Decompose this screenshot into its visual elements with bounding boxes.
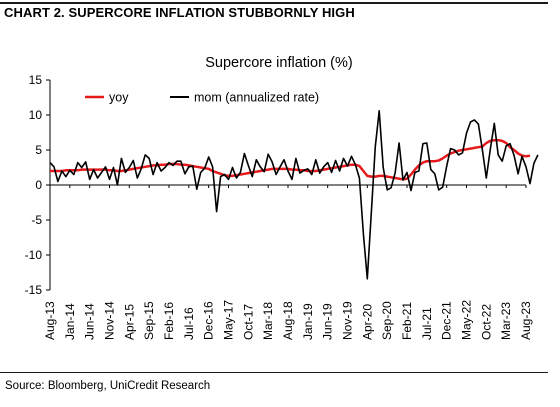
x-tick-label: Oct-17 [241, 304, 255, 340]
x-tick-label: Nov-14 [103, 301, 117, 340]
legend: yoy mom (annualized rate) [85, 91, 319, 105]
x-tick-label: Jul-21 [420, 307, 434, 340]
supercore-inflation-chart: Supercore inflation (%) -15 -10 -5 0 5 10 15 A… [25, 55, 539, 340]
chart-heading: CHART 2. SUPERCORE INFLATION STUBBORNLY … [4, 5, 355, 20]
x-tick-label: Feb-21 [400, 302, 414, 340]
chart-title: Supercore inflation (%) [205, 55, 353, 71]
y-tick-label: -5 [31, 213, 42, 227]
legend-label-yoy: yoy [109, 91, 129, 105]
x-tick-label: Mar-18 [261, 302, 275, 340]
x-tick-label: Apr-20 [360, 304, 374, 340]
y-tick-label: -10 [25, 248, 43, 262]
series-line-mom [49, 110, 539, 280]
x-tick-label: May-17 [222, 300, 236, 340]
y-tick-label: 10 [29, 108, 43, 122]
x-tick-label: Feb-16 [162, 302, 176, 340]
x-tick-label: Oct-22 [479, 304, 493, 340]
y-tick-label: 5 [35, 143, 42, 157]
x-tick-label: Dec-16 [202, 301, 216, 340]
x-tick-label: Aug-18 [281, 301, 295, 340]
x-tick-label: May-22 [460, 300, 474, 340]
x-tick-label: Jul-16 [182, 307, 196, 340]
x-tick-label: Aug-23 [519, 301, 533, 340]
x-tick-label: Sep-20 [380, 301, 394, 340]
x-tick-label: Jun-14 [83, 303, 97, 340]
y-axis: -15 -10 -5 0 5 10 15 [25, 73, 51, 297]
source-note: Source: Bloomberg, UniCredit Research [5, 380, 211, 392]
x-tick-label: Aug-13 [43, 301, 57, 340]
y-tick-label: 15 [29, 73, 43, 87]
source-rule [0, 372, 548, 373]
y-tick-label: 0 [35, 178, 42, 192]
x-tick-label: Jan-14 [63, 303, 77, 340]
x-tick-label: Jun-19 [321, 303, 335, 340]
x-tick-label: Dec-21 [440, 301, 454, 340]
series-lines [49, 110, 539, 280]
x-tick-label: Apr-15 [122, 304, 136, 340]
x-tick-label: Nov-19 [341, 301, 355, 340]
x-tick-label: Jan-19 [301, 303, 315, 340]
y-tick-label: -15 [25, 283, 43, 297]
x-tick-label: Sep-15 [142, 301, 156, 340]
x-axis: Aug-13 Jan-14 Jun-14 Nov-14 Apr-15 Sep-15 Feb-… [43, 184, 533, 340]
x-tick-label: Mar-23 [499, 302, 513, 340]
legend-label-mom: mom (annualized rate) [194, 91, 319, 105]
header-rule [0, 2, 548, 4]
